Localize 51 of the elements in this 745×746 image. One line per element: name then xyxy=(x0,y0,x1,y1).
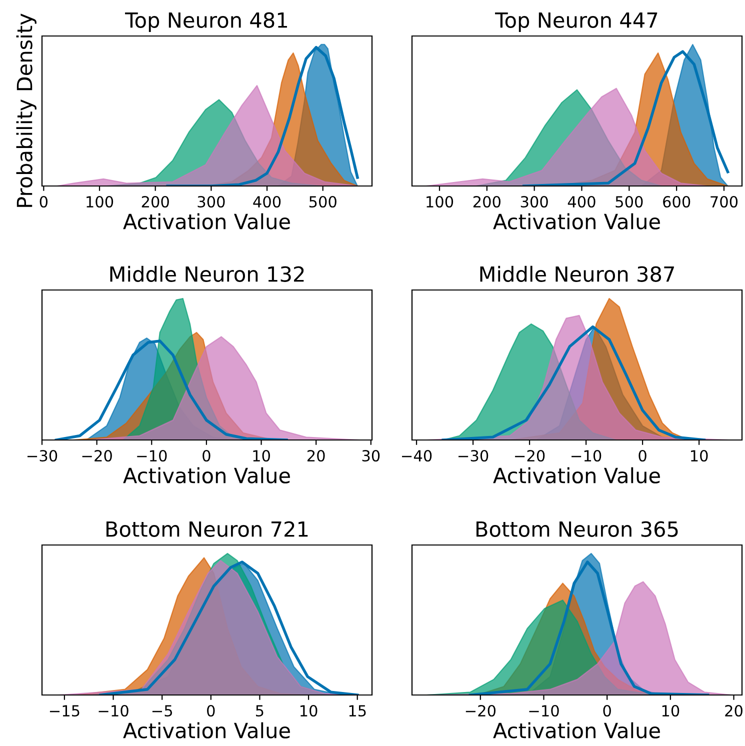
x-tick-label: 600 xyxy=(663,196,690,208)
x-tick-label: −30 xyxy=(458,450,488,462)
x-axis-title: Activation Value xyxy=(493,722,660,738)
x-tick-label: 10 xyxy=(662,704,680,717)
y-axis-title: Probability Density xyxy=(16,14,36,207)
x-tick-label: 100 xyxy=(86,196,114,208)
x-tick-label: 10 xyxy=(253,450,270,462)
x-tick-label: −10 xyxy=(529,704,559,717)
x-tick-label: 300 xyxy=(520,196,548,208)
chart-title: Bottom Neuron 365 xyxy=(476,521,678,537)
x-tick-label: −15 xyxy=(50,705,80,717)
x-tick-label: 700 xyxy=(710,196,738,208)
x-tick-label: −20 xyxy=(515,450,545,462)
x-tick-label: −40 xyxy=(402,450,432,462)
x-tick-label: 500 xyxy=(309,196,336,208)
x-tick-label: −5 xyxy=(152,705,172,717)
x-tick-label: 0 xyxy=(202,450,210,462)
x-axis-title: Activation Value xyxy=(493,213,660,230)
x-axis-title: Activation Value xyxy=(123,467,290,484)
x-tick-label: −20 xyxy=(466,704,496,717)
chart-title: Top Neuron 447 xyxy=(495,12,658,32)
x-tick-label: 200 xyxy=(142,196,169,208)
x-tick-label: 500 xyxy=(616,196,643,208)
x-tick-label: 20 xyxy=(307,450,325,462)
x-tick-label: 400 xyxy=(568,196,596,208)
x-tick-label: 5 xyxy=(256,705,264,717)
chart-title: Top Neuron 481 xyxy=(125,12,287,32)
x-axis-title: Activation Value xyxy=(493,467,660,484)
x-tick-label: 10 xyxy=(691,450,708,462)
x-tick-label: −10 xyxy=(98,704,128,717)
x-tick-label: 20 xyxy=(725,704,742,717)
chart-title: Bottom Neuron 721 xyxy=(106,521,308,537)
x-tick-label: 0 xyxy=(207,704,215,717)
x-axis-title: Activation Value xyxy=(123,722,290,738)
x-tick-label: −30 xyxy=(27,450,58,462)
x-tick-label: −10 xyxy=(137,450,167,462)
x-tick-label: 200 xyxy=(473,196,500,208)
x-tick-label: 100 xyxy=(426,196,454,208)
x-tick-label: 300 xyxy=(198,196,225,208)
x-tick-label: 0 xyxy=(40,196,48,208)
chart-title: Middle Neuron 132 xyxy=(110,266,304,282)
x-tick-label: 0 xyxy=(603,704,611,717)
chart-title: Middle Neuron 387 xyxy=(480,266,674,282)
x-axis-title: Activation Value xyxy=(123,213,290,230)
x-tick-label: 10 xyxy=(300,704,318,717)
x-tick-label: 400 xyxy=(253,196,281,208)
x-tick-label: 30 xyxy=(362,450,380,462)
x-tick-label: −20 xyxy=(82,450,112,462)
x-tick-label: −10 xyxy=(572,450,602,462)
x-tick-label: 15 xyxy=(349,705,366,717)
x-tick-label: 0 xyxy=(638,450,646,462)
